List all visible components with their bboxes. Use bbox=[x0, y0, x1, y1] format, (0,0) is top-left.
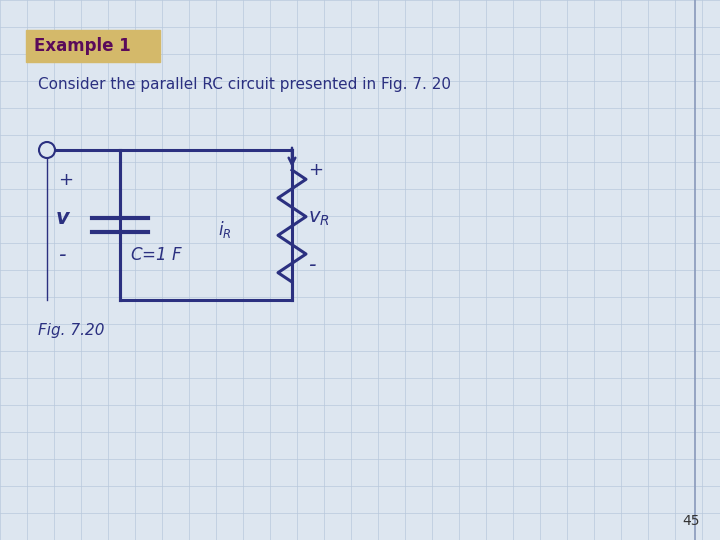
Text: $C$=1 $F$: $C$=1 $F$ bbox=[130, 246, 183, 264]
Text: Example 1: Example 1 bbox=[34, 37, 131, 55]
Text: +: + bbox=[308, 161, 323, 179]
Text: -: - bbox=[308, 255, 315, 275]
Circle shape bbox=[39, 142, 55, 158]
Text: -: - bbox=[58, 245, 66, 265]
Text: Consider the parallel RC circuit presented in Fig. 7. 20: Consider the parallel RC circuit present… bbox=[38, 78, 451, 92]
Text: 45: 45 bbox=[683, 514, 700, 528]
Text: Fig. 7.20: Fig. 7.20 bbox=[38, 322, 104, 338]
Text: +: + bbox=[58, 171, 73, 189]
FancyBboxPatch shape bbox=[26, 30, 160, 62]
Text: v: v bbox=[56, 208, 70, 228]
Text: $v_R$: $v_R$ bbox=[308, 208, 330, 227]
Text: $i_R$: $i_R$ bbox=[218, 219, 232, 240]
